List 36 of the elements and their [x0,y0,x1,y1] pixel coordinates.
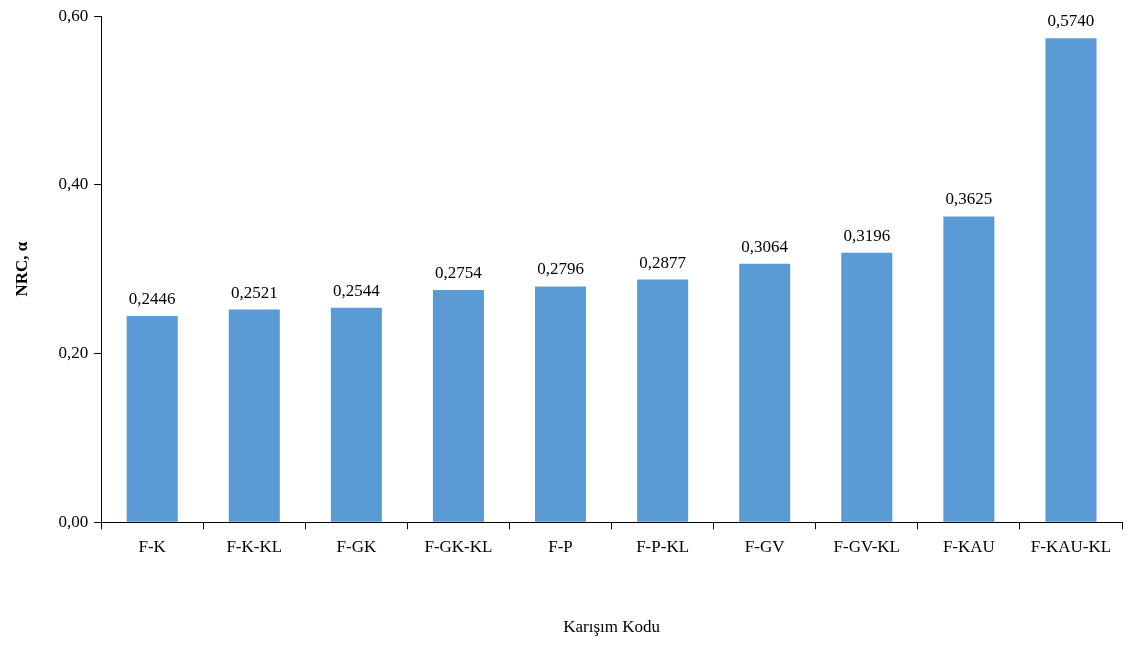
y-axis-title: NRC, α [11,241,31,297]
x-axis-title: Karışım Kodu [563,617,661,637]
x-tick-label: F-K [138,536,167,556]
bar [432,289,484,522]
bar [1045,38,1097,522]
data-label: 0,3625 [945,189,993,209]
data-label: 0,5740 [1047,11,1095,31]
x-tick-label: F-GK [336,536,377,556]
bar [330,307,382,522]
data-label: 0,2446 [128,288,176,308]
bar [637,279,689,522]
bar [943,216,995,522]
y-tick-label: 0,60 [58,5,89,25]
x-tick-label: F-KAU [942,536,995,556]
data-label: 0,2796 [537,259,584,279]
y-tick-label: 0,20 [58,343,89,362]
bar [126,315,178,522]
x-tick-label: F-K-KL [226,536,283,556]
data-label: 0,3196 [843,225,891,245]
x-tick-label: F-GV [744,536,786,556]
bar [841,252,893,522]
x-tick-label: F-P-KL [636,536,690,556]
bar [228,309,280,522]
x-tick-label: F-KAU-KL [1030,536,1112,556]
bar [535,286,587,522]
x-tick-label: F-GV-KL [833,536,901,556]
x-tick-label: F-GK-KL [424,536,493,556]
data-label: 0,2544 [332,280,381,300]
y-tick-label: 0,00 [58,511,89,531]
data-label: 0,2877 [639,252,687,272]
data-label: 0,2521 [230,282,278,302]
y-tick-label: 0,40 [58,174,89,194]
data-label: 0,3064 [741,236,789,256]
x-tick-label: F-P [548,536,573,556]
data-label: 0,2754 [435,262,483,282]
bar [739,263,791,522]
